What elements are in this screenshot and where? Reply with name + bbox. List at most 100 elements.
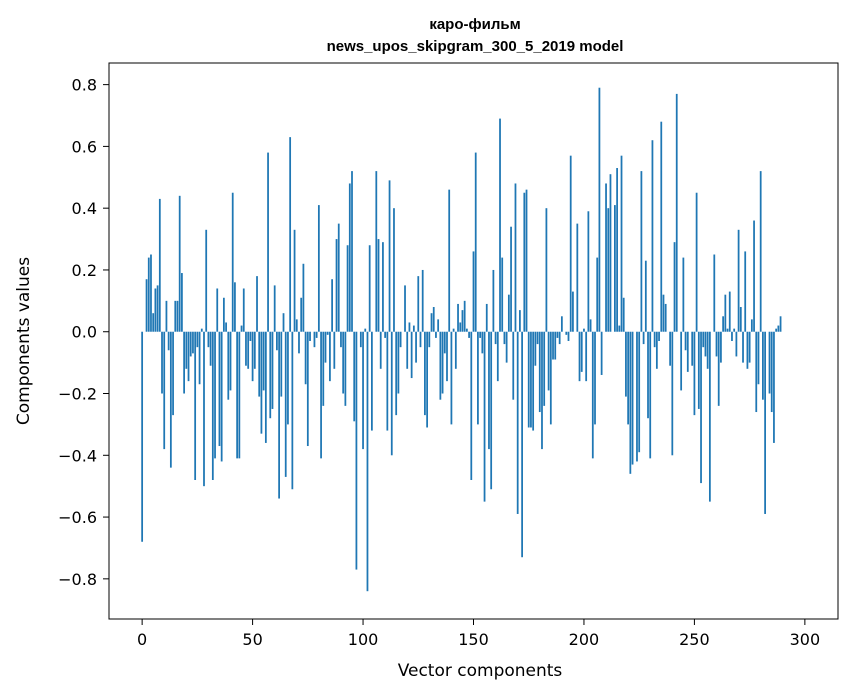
bar-54 (260, 331, 263, 434)
bar-106 (375, 171, 378, 332)
bar-103 (368, 245, 371, 332)
bar-16 (176, 300, 179, 332)
bar-55 (262, 331, 265, 391)
bar-95 (351, 171, 353, 332)
bar-125 (417, 276, 420, 332)
bar-117 (399, 331, 402, 348)
bar-22 (189, 331, 192, 357)
bar-17 (178, 195, 181, 332)
bar-120 (406, 331, 409, 369)
bar-205 (594, 331, 596, 425)
bar-222 (631, 331, 634, 465)
bar-174 (525, 189, 528, 332)
bar-115 (395, 331, 398, 416)
bar-102 (366, 331, 369, 592)
bar-180 (538, 331, 541, 413)
bar-202 (587, 211, 590, 332)
bar-100 (362, 331, 364, 450)
bar-2 (145, 279, 148, 332)
bar-198 (578, 331, 581, 382)
y-axis-label: Components values (14, 257, 34, 425)
bar-275 (748, 331, 751, 363)
bar-85 (329, 331, 331, 382)
bar-82 (322, 331, 325, 406)
bar-240 (671, 331, 674, 456)
bar-276 (750, 319, 753, 332)
bar-149 (470, 331, 473, 480)
bar-69 (293, 229, 296, 332)
bar-204 (591, 331, 594, 459)
bar-236 (662, 294, 665, 332)
bar-254 (702, 331, 705, 348)
bar-58 (269, 331, 272, 419)
bar-282 (764, 331, 766, 514)
bar-239 (669, 331, 671, 366)
bar-30 (207, 331, 210, 348)
bar-227 (642, 331, 645, 345)
bar-182 (543, 331, 546, 406)
bar-247 (686, 331, 689, 372)
bar-148 (468, 331, 470, 338)
bar-5 (152, 313, 155, 332)
bar-28 (203, 331, 205, 487)
bar-163 (501, 257, 504, 332)
bar-167 (510, 226, 512, 332)
bar-27 (200, 328, 203, 332)
bars-group (141, 87, 782, 592)
bar-216 (618, 325, 621, 332)
bar-41 (231, 192, 234, 332)
y-tick-label: 0.4 (72, 199, 97, 218)
bar-19 (183, 331, 185, 394)
bar-262 (720, 331, 722, 363)
bar-156 (485, 303, 488, 332)
bar-80 (317, 205, 320, 332)
y-tick-label: −0.8 (58, 570, 97, 589)
bar-273 (744, 251, 747, 332)
bar-278 (755, 331, 758, 413)
bar-135 (439, 331, 442, 400)
bar-15 (174, 300, 177, 332)
bar-155 (483, 331, 486, 502)
bar-217 (620, 155, 623, 332)
bar-101 (364, 328, 367, 332)
bar-237 (664, 303, 667, 332)
bar-146 (463, 300, 466, 332)
bar-219 (625, 331, 627, 397)
bar-270 (737, 229, 740, 332)
y-tick-label: 0.8 (72, 76, 97, 95)
bar-252 (697, 331, 700, 409)
bar-260 (715, 331, 718, 357)
bar-207 (598, 87, 601, 332)
bar-86 (331, 279, 333, 332)
bar-48 (247, 331, 250, 369)
bar-190 (560, 316, 563, 332)
bar-24 (194, 331, 197, 480)
bar-171 (519, 310, 521, 332)
bar-116 (397, 331, 400, 394)
y-tick-label: 0.6 (72, 137, 97, 156)
bar-259 (713, 254, 716, 332)
bar-31 (209, 331, 212, 366)
bar-246 (684, 331, 687, 351)
bar-93 (346, 245, 349, 332)
bar-20 (185, 331, 188, 369)
bar-201 (585, 331, 588, 382)
bar-138 (446, 331, 448, 382)
bar-126 (419, 331, 422, 348)
bar-76 (309, 331, 311, 341)
bar-109 (382, 242, 384, 332)
bar-193 (567, 331, 570, 341)
bar-32 (211, 331, 214, 480)
bar-50 (251, 331, 254, 382)
bar-230 (649, 331, 652, 459)
x-tick-label: 200 (569, 630, 600, 649)
bar-172 (521, 331, 523, 558)
bar-253 (700, 331, 702, 484)
bar-79 (315, 331, 318, 338)
bar-47 (245, 331, 247, 366)
bar-231 (651, 140, 654, 332)
bar-61 (276, 331, 278, 351)
bar-11 (165, 300, 168, 332)
bar-34 (216, 288, 219, 332)
bar-72 (300, 297, 303, 332)
